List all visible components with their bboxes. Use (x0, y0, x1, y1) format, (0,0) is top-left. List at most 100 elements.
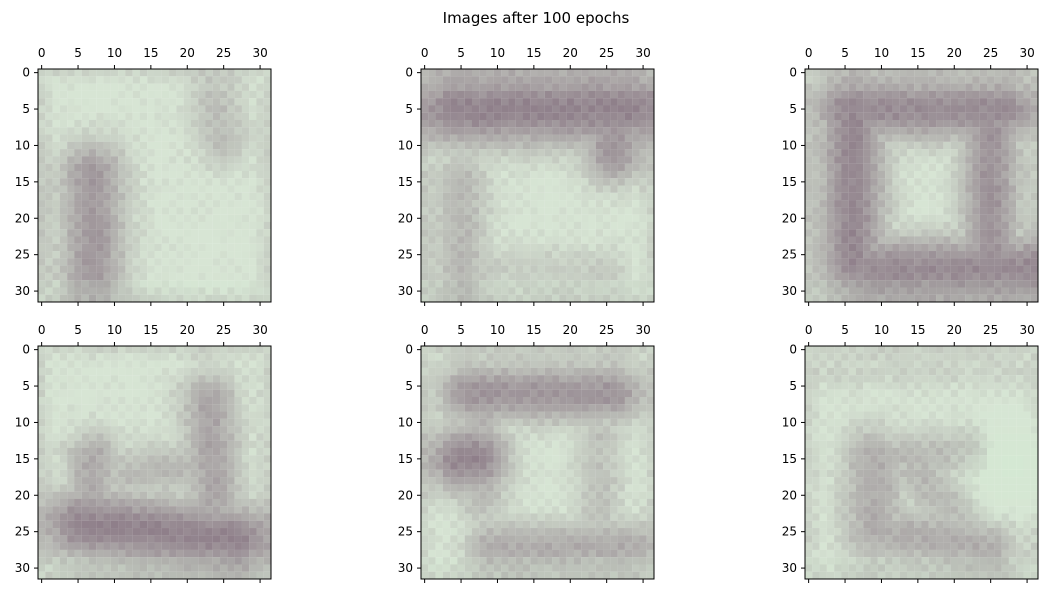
image-pixel (647, 244, 654, 251)
image-pixel (574, 149, 581, 156)
image-pixel (184, 135, 191, 142)
image-pixel (871, 273, 878, 280)
image-pixel (574, 69, 581, 76)
image-pixel (545, 368, 552, 375)
image-pixel (936, 186, 943, 193)
image-pixel (176, 266, 183, 273)
image-pixel (235, 484, 242, 491)
image-pixel (264, 193, 271, 200)
image-pixel (256, 463, 263, 470)
image-pixel (421, 361, 428, 368)
image-pixel (205, 455, 212, 462)
image-pixel (38, 266, 45, 273)
image-pixel (958, 207, 965, 214)
image-pixel (980, 113, 987, 120)
image-pixel (428, 113, 435, 120)
image-pixel (632, 222, 639, 229)
image-pixel (516, 375, 523, 382)
image-pixel (104, 193, 111, 200)
image-pixel (545, 98, 552, 105)
image-pixel (147, 113, 154, 120)
image-pixel (256, 84, 263, 91)
image-pixel (538, 470, 545, 477)
image-pixel (235, 382, 242, 389)
image-pixel (581, 127, 588, 134)
image-pixel (465, 426, 472, 433)
image-pixel (596, 295, 603, 302)
image-pixel (581, 419, 588, 426)
image-pixel (508, 186, 515, 193)
image-pixel (111, 258, 118, 265)
image-pixel (472, 412, 479, 419)
image-pixel (494, 142, 501, 149)
image-pixel (596, 164, 603, 171)
image-pixel (610, 404, 617, 411)
image-pixel (922, 186, 929, 193)
image-pixel (567, 156, 574, 163)
image-pixel (625, 470, 632, 477)
image-pixel (494, 98, 501, 105)
image-pixel (191, 200, 198, 207)
image-pixel (242, 441, 249, 448)
image-pixel (74, 426, 81, 433)
image-pixel (169, 368, 176, 375)
image-pixel (878, 193, 885, 200)
image-pixel (104, 280, 111, 287)
image-pixel (574, 244, 581, 251)
image-pixel (133, 113, 140, 120)
image-pixel (227, 499, 234, 506)
image-pixel (472, 419, 479, 426)
image-pixel (67, 353, 74, 360)
image-pixel (820, 164, 827, 171)
image-pixel (639, 215, 646, 222)
image-pixel (610, 273, 617, 280)
image-pixel (1031, 236, 1038, 243)
image-pixel (457, 244, 464, 251)
image-pixel (140, 142, 147, 149)
image-pixel (242, 142, 249, 149)
image-pixel (256, 346, 263, 353)
image-pixel (421, 463, 428, 470)
image-pixel (111, 287, 118, 294)
image-pixel (198, 499, 205, 506)
image-pixel (820, 200, 827, 207)
image-pixel (834, 69, 841, 76)
image-pixel (264, 550, 271, 557)
image-pixel (235, 455, 242, 462)
image-pixel (264, 513, 271, 520)
image-pixel (574, 236, 581, 243)
image-pixel (38, 477, 45, 484)
image-pixel (523, 76, 530, 83)
image-pixel (457, 513, 464, 520)
image-pixel (147, 98, 154, 105)
image-pixel (610, 419, 617, 426)
image-pixel (618, 113, 625, 120)
image-pixel (74, 98, 81, 105)
image-pixel (96, 229, 103, 236)
image-pixel (147, 513, 154, 520)
image-pixel (67, 470, 74, 477)
image-pixel (111, 484, 118, 491)
image-pixel (184, 178, 191, 185)
image-pixel (559, 236, 566, 243)
image-pixel (162, 419, 169, 426)
image-pixel (169, 346, 176, 353)
image-pixel (805, 193, 812, 200)
image-pixel (610, 222, 617, 229)
image-pixel (914, 258, 921, 265)
image-pixel (67, 142, 74, 149)
image-pixel (256, 266, 263, 273)
image-pixel (472, 463, 479, 470)
image-pixel (169, 120, 176, 127)
image-pixel (885, 215, 892, 222)
image-pixel (1009, 105, 1016, 112)
image-pixel (487, 404, 494, 411)
image-pixel (155, 412, 162, 419)
image-pixel (242, 455, 249, 462)
image-pixel (632, 229, 639, 236)
image-pixel (82, 287, 89, 294)
image-pixel (820, 69, 827, 76)
image-pixel (914, 186, 921, 193)
image-pixel (74, 236, 81, 243)
image-pixel (205, 149, 212, 156)
